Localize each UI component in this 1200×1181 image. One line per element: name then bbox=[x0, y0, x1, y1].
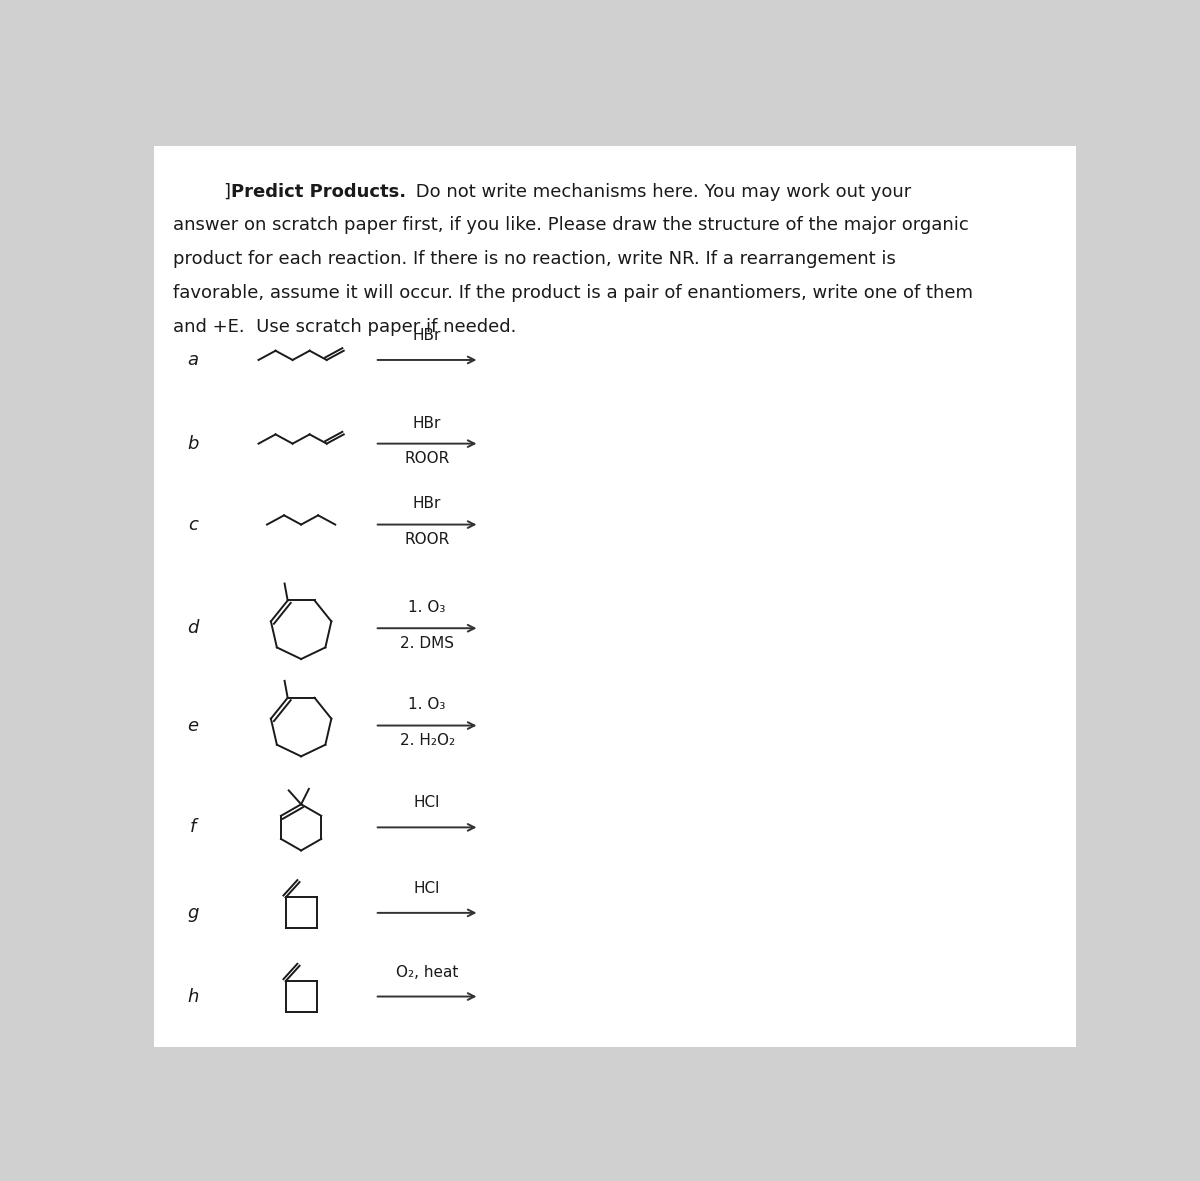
Text: HBr: HBr bbox=[413, 328, 442, 342]
Text: c: c bbox=[187, 516, 198, 534]
Text: answer on scratch paper first, if you like. Please draw the structure of the maj: answer on scratch paper first, if you li… bbox=[173, 216, 970, 234]
Text: d: d bbox=[187, 619, 198, 638]
Text: a: a bbox=[187, 351, 198, 368]
Text: b: b bbox=[187, 435, 198, 452]
FancyBboxPatch shape bbox=[154, 145, 1076, 1048]
Text: and +E.  Use scratch paper if needed.: and +E. Use scratch paper if needed. bbox=[173, 318, 517, 337]
Text: ]: ] bbox=[223, 183, 236, 201]
Text: product for each reaction. If there is no reaction, write NR. If a rearrangement: product for each reaction. If there is n… bbox=[173, 250, 896, 268]
Text: Predict Products.: Predict Products. bbox=[232, 183, 407, 201]
Text: O₂, heat: O₂, heat bbox=[396, 965, 458, 979]
Text: f: f bbox=[190, 818, 196, 836]
Text: 2. DMS: 2. DMS bbox=[400, 635, 454, 651]
Text: ROOR: ROOR bbox=[404, 451, 450, 466]
Text: 2. H₂O₂: 2. H₂O₂ bbox=[400, 733, 455, 749]
Text: h: h bbox=[187, 987, 198, 1005]
Text: 1. O₃: 1. O₃ bbox=[408, 698, 445, 712]
Text: 1. O₃: 1. O₃ bbox=[408, 600, 445, 615]
Text: Do not write mechanisms here. You may work out your: Do not write mechanisms here. You may wo… bbox=[409, 183, 911, 201]
Text: ROOR: ROOR bbox=[404, 533, 450, 547]
Text: HBr: HBr bbox=[413, 496, 442, 511]
Text: HCl: HCl bbox=[414, 881, 440, 896]
Text: favorable, assume it will occur. If the product is a pair of enantiomers, write : favorable, assume it will occur. If the … bbox=[173, 285, 973, 302]
Text: e: e bbox=[187, 717, 198, 735]
Text: g: g bbox=[187, 903, 198, 922]
Text: HCl: HCl bbox=[414, 796, 440, 810]
Text: HBr: HBr bbox=[413, 416, 442, 431]
